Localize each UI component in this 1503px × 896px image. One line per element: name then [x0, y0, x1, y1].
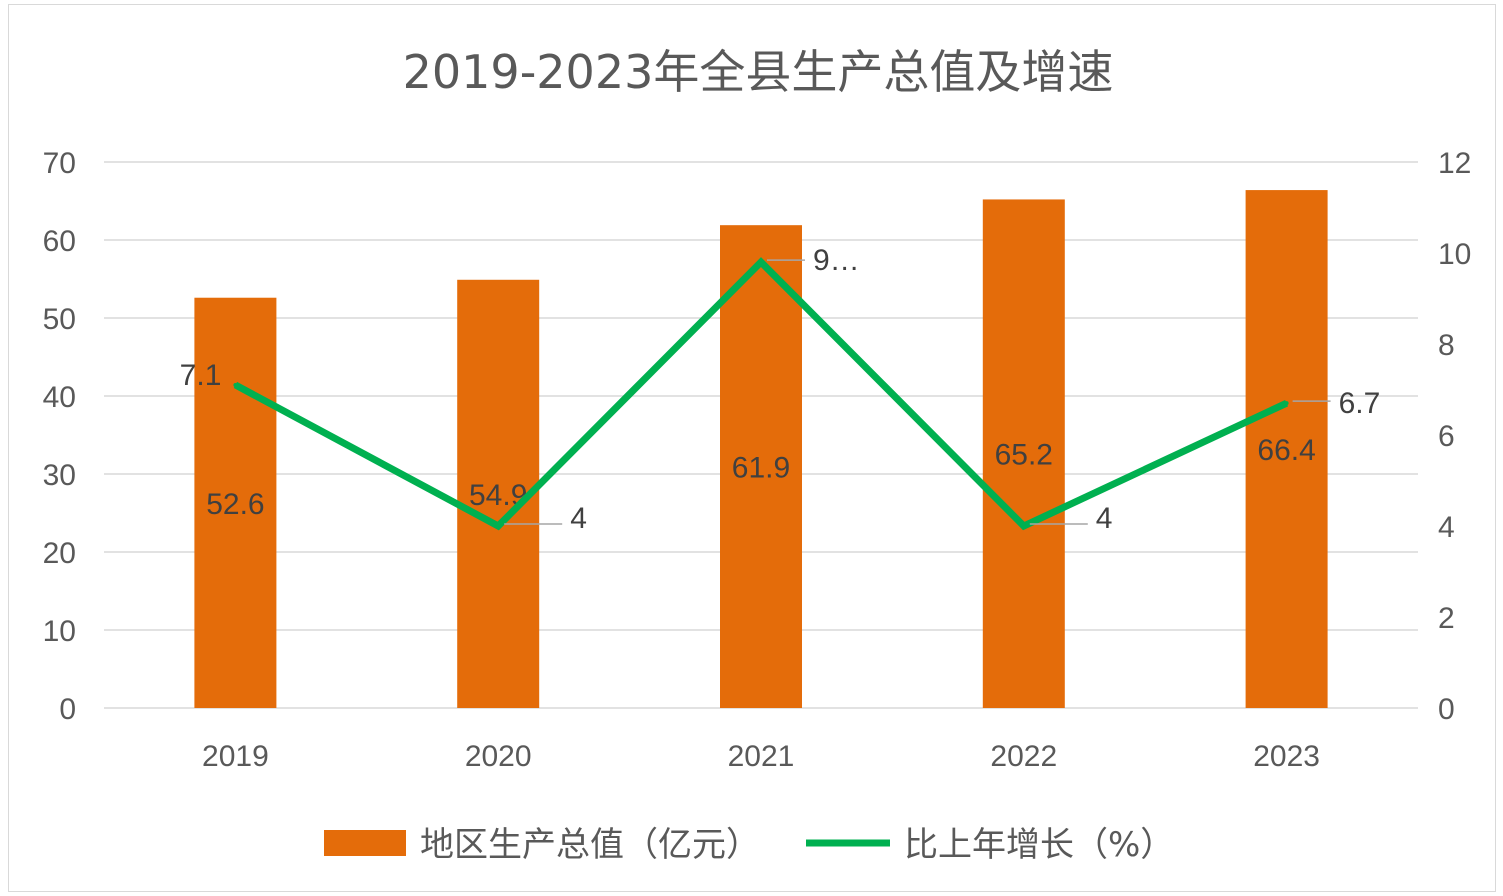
bar-data-label: 52.6	[206, 488, 264, 521]
left-tick-label: 40	[43, 381, 76, 414]
right-tick-label: 6	[1438, 420, 1455, 453]
line-point	[233, 382, 238, 387]
x-tick-label: 2022	[990, 740, 1057, 773]
line-point	[1284, 401, 1289, 406]
bar-data-label: 61.9	[732, 452, 790, 485]
line-data-label: 6.7	[1339, 387, 1381, 420]
left-tick-label: 0	[59, 693, 76, 726]
legend-line-label: 比上年增长（%）	[904, 825, 1174, 865]
line-data-label: 7.1	[180, 359, 222, 392]
legend-bar-label: 地区生产总值（亿元）	[420, 825, 760, 865]
line-series	[233, 257, 1289, 531]
line-data-label: 9…	[813, 244, 860, 277]
x-axis-ticks: 2019 2020 2021 2022 2023	[202, 740, 1320, 773]
right-tick-label: 10	[1438, 238, 1471, 271]
legend: 地区生产总值（亿元） 比上年增长（%）	[324, 825, 1174, 865]
right-tick-label: 12	[1438, 147, 1471, 180]
left-tick-label: 20	[43, 537, 76, 570]
right-tick-label: 2	[1438, 602, 1455, 635]
bar-data-labels: 52.6 54.961.9 65.2 66.4	[206, 434, 1316, 521]
right-tick-label: 8	[1438, 329, 1455, 362]
left-tick-label: 50	[43, 303, 76, 336]
chart-title: 2019-2023年全县生产总值及增速	[403, 45, 1114, 99]
bar	[720, 225, 802, 708]
left-tick-label: 70	[43, 147, 76, 180]
line-data-label: 4	[570, 502, 587, 535]
left-tick-label: 60	[43, 225, 76, 258]
line-point	[1021, 524, 1026, 528]
bar	[982, 199, 1065, 708]
x-tick-label: 2019	[202, 740, 269, 773]
x-tick-label: 2023	[1253, 740, 1320, 773]
line-point	[759, 260, 763, 265]
line-point	[496, 524, 501, 528]
bar-series	[194, 190, 1328, 708]
left-tick-label: 10	[43, 615, 76, 648]
right-tick-label: 4	[1438, 511, 1455, 544]
bar	[1245, 190, 1328, 708]
bar-data-label: 65.2	[995, 439, 1053, 472]
right-axis-ticks: 0 2 4 6 8 10 12	[1438, 147, 1471, 726]
line-data-label: 4	[1096, 502, 1113, 535]
x-tick-label: 2020	[465, 740, 532, 773]
legend-bar-swatch	[324, 830, 406, 856]
line-data-labels: 7.1 4 9… 4 6.7	[180, 244, 1381, 535]
right-tick-label: 0	[1438, 693, 1455, 726]
x-tick-label: 2021	[728, 740, 795, 773]
bar	[194, 297, 277, 708]
left-axis-ticks: 0 10 20 30 40 50 60 70	[43, 147, 76, 726]
left-tick-label: 30	[43, 459, 76, 492]
bar-data-label: 66.4	[1257, 434, 1315, 467]
